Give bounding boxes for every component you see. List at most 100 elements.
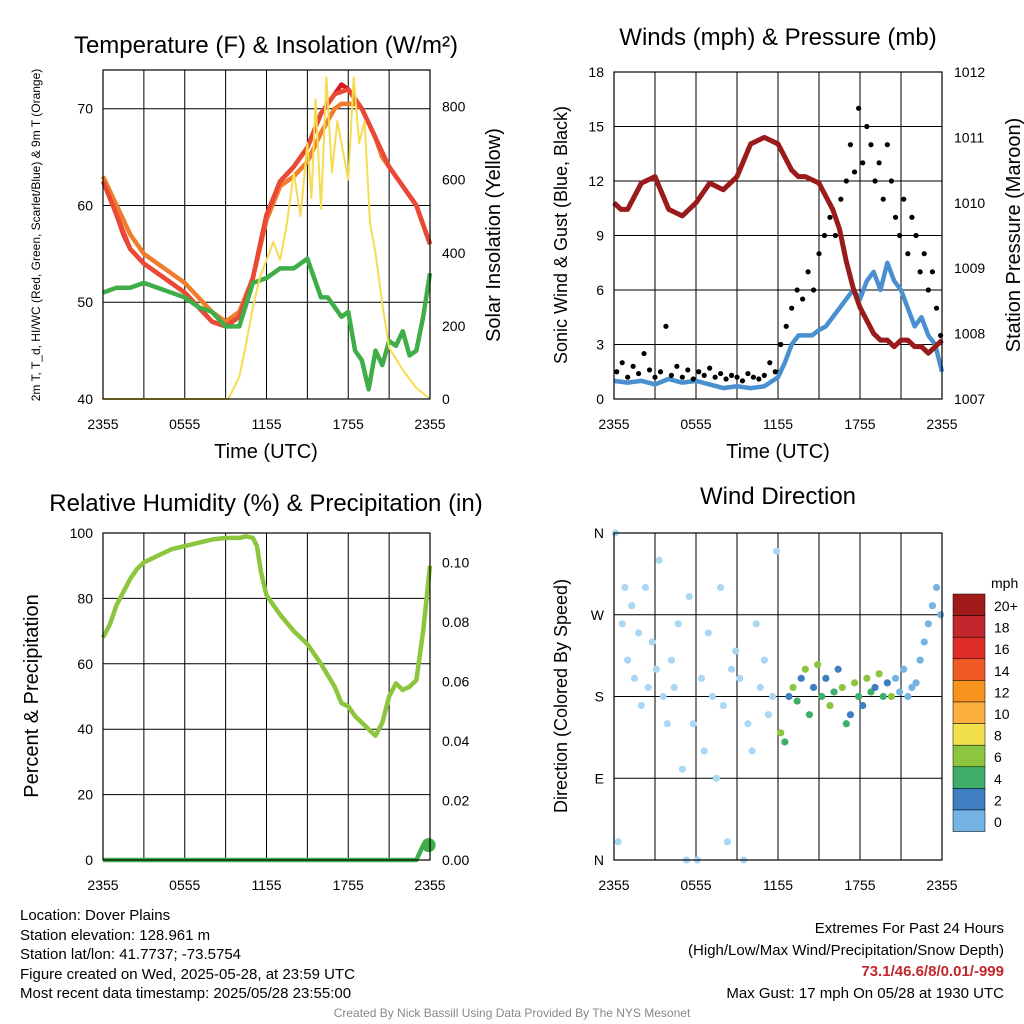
wind-direction-point xyxy=(697,674,706,682)
location-text: Location: Dover Plains xyxy=(20,907,171,924)
gust-point xyxy=(690,376,696,382)
wind-direction-point xyxy=(834,665,842,673)
series-line-rh xyxy=(101,534,433,738)
y-tick-label: 18 xyxy=(588,64,604,80)
legend-swatch xyxy=(952,615,986,638)
wind-direction-point xyxy=(704,629,712,637)
series-line-sonic-wind xyxy=(613,260,945,391)
wind-direction-point xyxy=(826,701,834,710)
y2-axis-label: Solar Insolation (Yellow) xyxy=(483,128,505,342)
x-axis-label: Time (UTC) xyxy=(726,441,830,463)
legend-label: 20+ xyxy=(994,598,1018,614)
extremes-values: 73.1/46.6/8/0.01/-999 xyxy=(861,963,1004,980)
x-tick-label: 2355 xyxy=(926,416,957,432)
gust-point xyxy=(832,232,839,239)
gust-point xyxy=(619,360,625,366)
gust-point xyxy=(827,214,833,220)
x-tick-label: 1755 xyxy=(844,416,875,432)
wind-direction-point xyxy=(789,683,797,692)
x-tick-label: 2355 xyxy=(598,416,629,432)
wind-direction-point xyxy=(719,701,727,710)
wind-direction-point xyxy=(891,674,900,682)
wind-direction-point xyxy=(773,547,781,555)
plot-frame xyxy=(613,532,943,861)
wind-direction-point xyxy=(674,620,682,628)
gust-point xyxy=(880,196,886,202)
gust-point xyxy=(701,372,707,378)
latlon-text: Station lat/lon: 41.7737; -73.5754 xyxy=(20,946,242,963)
gust-point xyxy=(685,367,691,373)
extremes-title: Extremes For Past 24 Hours xyxy=(814,920,1004,937)
gust-point xyxy=(933,305,940,311)
wind-direction-point xyxy=(937,611,945,619)
legend-swatch xyxy=(952,680,986,703)
gust-point xyxy=(789,305,795,311)
y2-tick-label: 0.04 xyxy=(442,733,469,749)
wind-direction-point xyxy=(924,620,932,628)
wind-direction-point xyxy=(624,656,632,664)
chart-title: Temperature (F) & Insolation (W/m²) xyxy=(74,32,458,59)
wind-direction-point xyxy=(727,665,736,673)
legend-label: 14 xyxy=(994,663,1010,679)
wind-direction-point xyxy=(768,692,777,701)
wind-direction-point xyxy=(846,711,855,719)
gust-point xyxy=(872,178,878,184)
x-tick-label: 0555 xyxy=(680,416,711,432)
wind-direction-point xyxy=(748,747,756,755)
legend-swatch xyxy=(952,701,986,724)
gust-point xyxy=(641,350,647,357)
gust-point xyxy=(816,251,822,257)
gust-point xyxy=(884,142,890,148)
wind-direction-point xyxy=(637,701,645,710)
legend-swatch xyxy=(952,658,986,681)
legend-label: 2 xyxy=(994,792,1002,808)
legend-label: 4 xyxy=(994,771,1002,787)
wind-direction-point xyxy=(879,692,887,701)
wind-direction-point xyxy=(644,683,652,692)
legend-label: 6 xyxy=(994,749,1002,765)
wind-direction-point xyxy=(752,620,760,628)
gust-point xyxy=(864,123,870,130)
wind-direction-point xyxy=(830,688,838,696)
wind-direction-point xyxy=(932,583,941,592)
gust-point xyxy=(745,370,751,377)
gust-point xyxy=(901,196,907,202)
gust-point xyxy=(917,269,923,275)
gust-point xyxy=(761,372,767,378)
y-tick-label: 12 xyxy=(588,173,604,189)
gust-point xyxy=(646,367,653,373)
gust-point xyxy=(860,160,866,166)
wind-direction-point xyxy=(871,683,879,692)
y2-tick-label: 0.06 xyxy=(442,674,469,690)
gust-point xyxy=(657,369,664,375)
legend-swatch xyxy=(952,766,986,789)
gust-point xyxy=(750,374,757,380)
wind-direction-point xyxy=(614,838,622,846)
recent-text: Most recent data timestamp: 2025/05/28 2… xyxy=(20,985,352,1002)
wind-direction-point xyxy=(760,656,768,664)
gust-point xyxy=(728,372,735,378)
x-tick-label: 2355 xyxy=(414,416,445,432)
y2-tick-label: 800 xyxy=(442,99,466,115)
gust-point xyxy=(851,169,858,175)
gust-point xyxy=(888,178,895,184)
y-tick-label: N xyxy=(594,525,604,541)
wind-direction-point xyxy=(635,629,643,637)
wind-direction-point xyxy=(685,592,693,601)
y2-tick-label: 0 xyxy=(442,391,450,407)
wind-direction-point xyxy=(863,674,871,682)
wind-direction-point xyxy=(809,683,818,692)
gust-point xyxy=(929,269,936,275)
gust-point xyxy=(925,287,931,293)
gust-point xyxy=(778,341,784,348)
wind-direction-point xyxy=(717,583,725,592)
x-axis-label: Time (UTC) xyxy=(214,441,318,463)
y2-tick-label: 1007 xyxy=(954,391,985,407)
gust-point xyxy=(625,374,631,380)
gust-point xyxy=(696,369,702,375)
chart-title: Relative Humidity (%) & Precipitation (i… xyxy=(49,490,482,517)
wind-direction-point xyxy=(641,583,650,592)
y2-tick-label: 1009 xyxy=(954,260,985,276)
gust-point xyxy=(856,105,862,111)
gust-point xyxy=(707,365,713,371)
